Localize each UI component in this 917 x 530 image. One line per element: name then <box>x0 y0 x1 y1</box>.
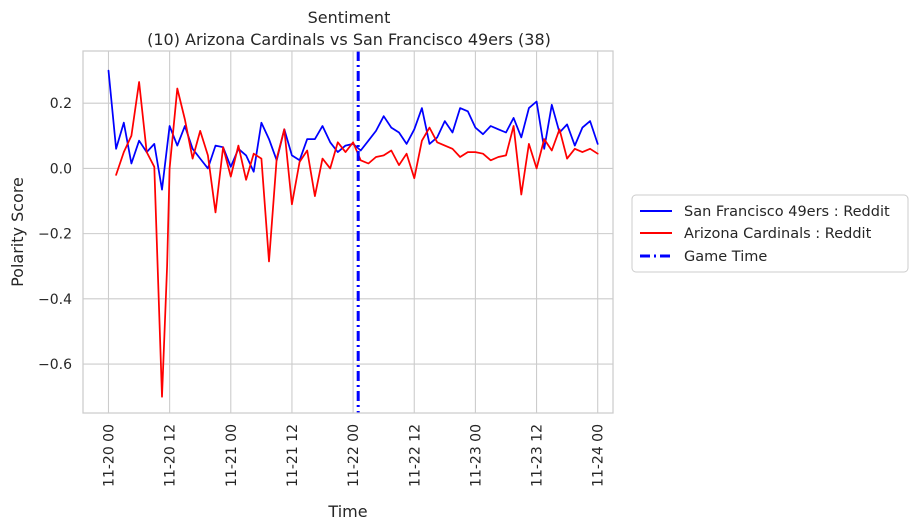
plot-frame <box>82 50 614 414</box>
x-tick-label: 11-21 00 <box>224 424 240 487</box>
series-line-1 <box>115 81 599 398</box>
y-tick-label: 0.2 <box>50 96 72 112</box>
chart-title-line2: (10) Arizona Cardinals vs San Francisco … <box>147 30 551 49</box>
x-tick-label: 11-23 12 <box>530 424 546 487</box>
legend-box <box>631 194 909 273</box>
legend-label-game-time: Game Time <box>684 249 767 265</box>
legend: San Francisco 49ers : Reddit Arizona Car… <box>631 194 909 273</box>
x-tick-labels: 11-20 00 11-20 12 11-21 00 11-21 12 11-22 00… <box>101 424 606 487</box>
y-tick-label: −0.6 <box>38 357 72 373</box>
y-tick-labels: 0.2 0.0 −0.2 −0.4 −0.6 <box>38 96 72 373</box>
y-tick-label: −0.4 <box>38 292 72 308</box>
legend-label-series-1: Arizona Cardinals : Reddit <box>684 226 872 242</box>
y-tick-label: 0.0 <box>50 161 72 177</box>
x-tick-label: 11-20 12 <box>163 424 179 487</box>
x-tick-label: 11-22 00 <box>346 424 362 487</box>
x-tick-label: 11-22 12 <box>407 424 423 487</box>
x-tick-label: 11-20 00 <box>101 424 117 487</box>
legend-label-series-0: San Francisco 49ers : Reddit <box>684 204 890 220</box>
chart-title-line1: Sentiment <box>308 8 391 27</box>
x-tick-label: 11-21 12 <box>285 424 301 487</box>
series-layer <box>107 69 599 398</box>
grid-layer <box>83 51 613 413</box>
x-tick-label: 11-24 00 <box>591 424 607 487</box>
y-tick-label: −0.2 <box>38 227 72 243</box>
x-axis-label: Time <box>327 502 367 521</box>
y-axis-label: Polarity Score <box>8 177 27 287</box>
x-tick-label: 11-23 00 <box>468 424 484 487</box>
